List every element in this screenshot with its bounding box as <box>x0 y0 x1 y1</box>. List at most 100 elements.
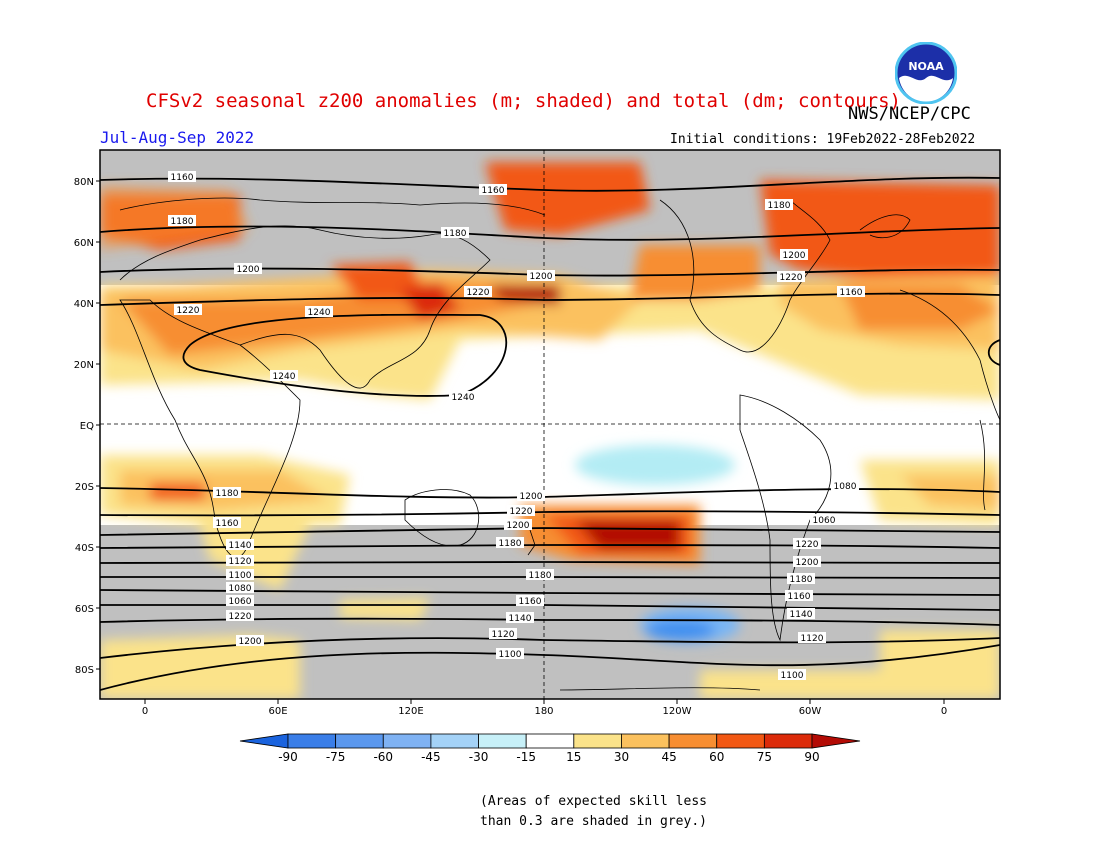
colorbar-segment <box>811 733 861 749</box>
svg-text:1080: 1080 <box>229 584 252 594</box>
lat-label: 80S <box>75 665 100 676</box>
skill-note-line2: than 0.3 are shaded in grey.) <box>480 814 707 829</box>
contour-label: 1180 <box>787 573 815 585</box>
forecast-period: Jul-Aug-Sep 2022 <box>100 128 255 147</box>
org-label: NWS/NCEP/CPC <box>848 104 971 124</box>
svg-text:1180: 1180 <box>171 217 194 227</box>
colorbar-tick: 90 <box>804 750 819 764</box>
lat-label: 20N <box>74 360 100 371</box>
lon-label: 0 <box>142 706 148 717</box>
latitude-labels: 80N 60N 40N 20N EQ 20S 40S 60S 80S <box>74 177 100 676</box>
colorbar-tick: -15 <box>516 750 536 764</box>
svg-text:1100: 1100 <box>781 671 804 681</box>
contour-label: 1160 <box>168 171 196 183</box>
colorbar-tick: -75 <box>326 750 346 764</box>
svg-text:1080: 1080 <box>834 482 857 492</box>
contour-label: 1240 <box>449 391 477 403</box>
svg-text:20N: 20N <box>74 360 94 371</box>
svg-text:1180: 1180 <box>529 571 552 581</box>
svg-text:1220: 1220 <box>229 612 252 622</box>
positive-anomaly-areas <box>100 162 1000 699</box>
lon-label: 180 <box>534 706 553 717</box>
initial-conditions: Initial conditions: 19Feb2022-28Feb2022 <box>670 132 976 147</box>
svg-text:1100: 1100 <box>499 650 522 660</box>
svg-text:1160: 1160 <box>171 173 194 183</box>
longitude-labels: 0 60E 120E 180 120W 60W 0 <box>142 699 947 717</box>
contour-label: 1220 <box>174 304 202 316</box>
colorbar-tick: 45 <box>661 750 676 764</box>
svg-text:1100: 1100 <box>229 571 252 581</box>
negative-anomaly-areas <box>575 445 740 643</box>
contour-label: 1180 <box>441 227 469 239</box>
skill-note-line1: (Areas of expected skill less <box>480 794 707 809</box>
noaa-logo: NOAA <box>894 41 958 105</box>
colorbar-segment <box>716 733 765 749</box>
lon-label: 120E <box>398 706 423 717</box>
svg-text:20S: 20S <box>75 482 94 493</box>
colorbar-segment <box>287 733 337 749</box>
colorbar-tick: 30 <box>614 750 629 764</box>
colorbar-tick: -30 <box>469 750 489 764</box>
contour-label: 1100 <box>226 569 254 581</box>
contour-label: 1120 <box>226 555 254 567</box>
contour-label: 1100 <box>778 669 806 681</box>
contour-label: 1240 <box>270 370 298 382</box>
colorbar-tick: -45 <box>421 750 441 764</box>
contour-label: 1180 <box>496 537 524 549</box>
colorbar-segment <box>621 733 670 749</box>
contour-label: 1220 <box>777 271 805 283</box>
contour-labels: 1160 1180 1200 1220 1240 1240 1240 1220 1200 1180… <box>168 171 865 681</box>
contour-label: 1080 <box>831 480 859 492</box>
map-title: CFSv2 seasonal z200 anomalies (m; shaded… <box>146 90 901 112</box>
skill-note: (Areas of expected skill less than 0.3 a… <box>480 792 707 832</box>
svg-text:1140: 1140 <box>509 614 532 624</box>
lon-label: 60W <box>799 706 822 717</box>
svg-text:1160: 1160 <box>840 288 863 298</box>
svg-text:1120: 1120 <box>492 630 515 640</box>
svg-text:1220: 1220 <box>177 306 200 316</box>
contour-label: 1160 <box>785 590 813 602</box>
colorbar-segment <box>668 733 718 749</box>
contour-label: 1160 <box>837 286 865 298</box>
colorbar-segment <box>763 733 813 749</box>
colorbar-segment <box>239 733 289 749</box>
svg-text:1200: 1200 <box>796 558 819 568</box>
svg-text:1140: 1140 <box>229 541 252 551</box>
contour-label: 1160 <box>479 184 507 196</box>
svg-text:1180: 1180 <box>216 489 239 499</box>
colorbar-segment <box>335 733 384 749</box>
contour-label: 1180 <box>765 199 793 211</box>
colorbar-tick: -90 <box>278 750 298 764</box>
contour-label: 1140 <box>506 612 534 624</box>
svg-text:1180: 1180 <box>499 539 522 549</box>
svg-text:1240: 1240 <box>452 393 475 403</box>
svg-text:1160: 1160 <box>519 597 542 607</box>
svg-text:40N: 40N <box>74 299 94 310</box>
colorbar-segment <box>573 733 622 749</box>
contour-label: 1220 <box>507 505 535 517</box>
contour-label: 1200 <box>780 249 808 261</box>
svg-text:NOAA: NOAA <box>908 60 944 73</box>
contour-label: 1060 <box>810 514 838 526</box>
lat-label: 20S <box>75 482 100 493</box>
svg-text:1140: 1140 <box>790 610 813 620</box>
colorbar-tick: -60 <box>373 750 393 764</box>
lon-label: 60E <box>268 706 287 717</box>
svg-text:1180: 1180 <box>444 229 467 239</box>
colorbar-segment <box>525 733 575 749</box>
contour-label: 1180 <box>213 487 241 499</box>
svg-text:1200: 1200 <box>530 272 553 282</box>
contour-label: 1120 <box>798 632 826 644</box>
shading-layer <box>100 150 1000 699</box>
lat-label: 80N <box>74 177 100 188</box>
contour-label: 1160 <box>213 517 241 529</box>
contour-label: 1240 <box>305 306 333 318</box>
svg-text:1160: 1160 <box>788 592 811 602</box>
contour-label: 1200 <box>793 556 821 568</box>
contour-label: 1200 <box>236 635 264 647</box>
contour-label: 1200 <box>517 490 545 502</box>
colorbar: -90 -75 -60 -45 -30 -15 15 30 45 60 75 90 <box>239 733 861 764</box>
svg-text:1160: 1160 <box>216 519 239 529</box>
svg-text:1060: 1060 <box>813 516 836 526</box>
